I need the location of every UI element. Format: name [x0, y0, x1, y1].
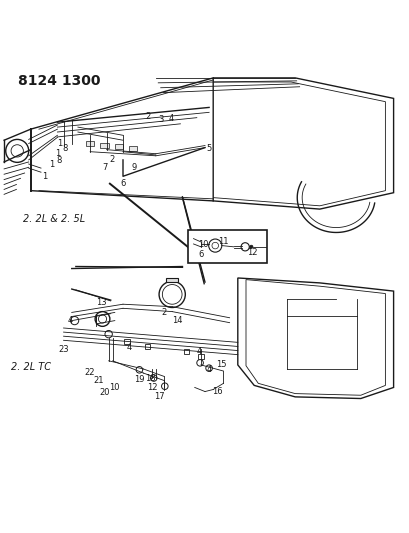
Text: 23: 23 — [58, 345, 69, 354]
Text: 14: 14 — [171, 316, 182, 325]
Text: 15: 15 — [216, 360, 226, 369]
Text: 8: 8 — [62, 144, 67, 154]
Text: 9: 9 — [132, 163, 137, 172]
Text: 2: 2 — [161, 308, 166, 317]
Bar — [124, 338, 130, 344]
Text: 10: 10 — [197, 240, 208, 249]
Bar — [100, 143, 108, 148]
Text: 2. 2L & 2. 5L: 2. 2L & 2. 5L — [22, 214, 85, 224]
Bar — [198, 354, 203, 359]
Text: 17: 17 — [153, 392, 164, 401]
Circle shape — [249, 245, 252, 248]
FancyBboxPatch shape — [187, 230, 266, 263]
Bar — [129, 146, 137, 151]
Bar — [115, 144, 123, 149]
Text: 7: 7 — [101, 163, 107, 172]
Text: 21: 21 — [93, 376, 103, 385]
Text: 4: 4 — [126, 343, 131, 352]
Text: 1: 1 — [55, 149, 60, 158]
Text: 20: 20 — [99, 388, 110, 397]
Text: 22: 22 — [84, 368, 94, 377]
Text: 10: 10 — [108, 383, 119, 392]
Text: 1: 1 — [57, 139, 62, 148]
Text: 8: 8 — [56, 156, 62, 165]
FancyBboxPatch shape — [166, 278, 178, 282]
Text: 12: 12 — [246, 248, 257, 257]
Text: 18: 18 — [145, 374, 156, 383]
Text: 1: 1 — [49, 160, 54, 169]
Text: 16: 16 — [211, 387, 222, 396]
Text: 4: 4 — [169, 114, 173, 123]
Text: 2: 2 — [146, 112, 151, 122]
Bar — [183, 349, 189, 354]
Text: 6: 6 — [198, 249, 203, 259]
Text: 3: 3 — [157, 115, 163, 124]
Text: 2: 2 — [109, 155, 114, 164]
Text: 4: 4 — [206, 365, 211, 374]
Bar — [86, 141, 94, 146]
Text: 5: 5 — [206, 144, 211, 153]
Text: 4: 4 — [68, 316, 73, 325]
Text: 12: 12 — [147, 383, 157, 392]
Text: 6: 6 — [120, 179, 126, 188]
Text: 19: 19 — [134, 375, 144, 384]
Text: 4: 4 — [196, 348, 201, 356]
Bar — [144, 344, 150, 349]
Text: 1: 1 — [42, 172, 47, 181]
Text: 11: 11 — [218, 237, 228, 246]
Text: 13: 13 — [96, 297, 107, 306]
Text: 8124 1300: 8124 1300 — [18, 74, 101, 88]
Text: 2. 2L TC: 2. 2L TC — [11, 361, 52, 372]
